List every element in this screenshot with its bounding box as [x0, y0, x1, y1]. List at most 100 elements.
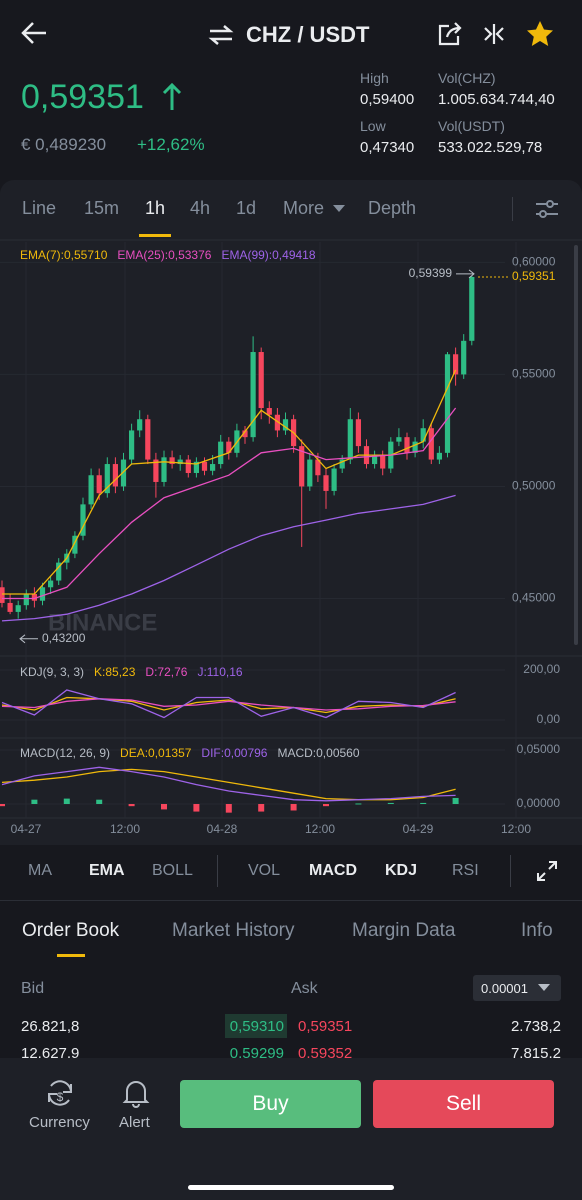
macd-bar — [0, 804, 5, 807]
ema-line — [2, 407, 457, 600]
candle-body — [145, 419, 151, 460]
interval-tab[interactable]: 15m — [84, 198, 120, 218]
candle-body — [436, 452, 442, 460]
candle-body — [104, 464, 110, 494]
settings-icon[interactable] — [534, 198, 560, 220]
candle-body — [266, 408, 272, 415]
candle-body — [72, 535, 78, 554]
candle-body — [201, 461, 208, 471]
chart: BINANCE 04-27 12:00 04-28 12:00 04-29 12:000,… — [0, 239, 582, 836]
precision-select[interactable]: 0.00001 — [473, 975, 561, 1001]
interval-tab[interactable]: Depth — [368, 198, 417, 218]
legend-entry: J:110,16 — [197, 665, 242, 679]
legend-entry: EMA(7):0,55710 — [20, 248, 108, 262]
candle-body — [137, 419, 143, 431]
scrollbar — [574, 245, 578, 645]
macd-line — [1, 766, 456, 802]
interval-tab[interactable]: 1d — [236, 198, 257, 218]
candle-body — [226, 441, 232, 453]
candle-body — [39, 587, 46, 601]
kdj-line — [1, 689, 456, 719]
macd-bar — [193, 804, 200, 812]
home-indicator — [188, 1185, 394, 1190]
candle-body — [96, 475, 102, 494]
indicator-tab[interactable]: KDJ — [385, 862, 418, 879]
candle-body — [331, 468, 337, 491]
candle-body — [282, 419, 289, 431]
legend-entry: D:72,76 — [145, 665, 187, 679]
interval-tab[interactable]: 1h — [145, 198, 166, 218]
ema-line — [1, 494, 456, 622]
alert-icon[interactable] — [122, 1078, 150, 1108]
order-tab[interactable]: Info — [521, 920, 553, 941]
macd-bar — [323, 804, 329, 807]
interval-tab[interactable]: More — [283, 198, 325, 218]
indicator-tab[interactable]: BOLL — [152, 862, 193, 879]
legend-entry: EMA(25):0,53376 — [117, 248, 211, 262]
back-button[interactable] — [20, 20, 48, 46]
y-tick-label: 200,00 — [523, 662, 560, 676]
candle-body — [120, 459, 127, 487]
candle-body — [56, 562, 62, 581]
divider — [217, 855, 218, 887]
bid-header: Bid — [21, 980, 45, 997]
pair-title[interactable]: CHZ / USDT — [246, 22, 370, 47]
indicator-tab[interactable]: VOL — [248, 862, 281, 879]
stat-label: High — [360, 70, 389, 86]
bid-amount: 26.821,8 — [21, 1018, 80, 1035]
swap-icon[interactable] — [208, 24, 234, 46]
x-tick-label: 04-27 — [11, 822, 42, 836]
candle-body — [23, 593, 29, 606]
indicator-tab[interactable]: RSI — [452, 862, 479, 879]
fullscreen-icon[interactable] — [536, 860, 558, 882]
sell-button[interactable]: Sell — [373, 1080, 554, 1128]
legend-entry: DIF:0,00796 — [201, 746, 267, 760]
candle-body — [177, 459, 183, 465]
stat-label: Low — [360, 118, 386, 134]
candle-body — [453, 354, 459, 375]
indicator-tab[interactable]: MA — [28, 862, 52, 879]
candle-body — [218, 441, 224, 465]
share-icon[interactable] — [437, 21, 463, 47]
kdj-line — [1, 696, 456, 714]
interval-tab[interactable]: 4h — [190, 198, 211, 218]
candle-body — [469, 276, 475, 341]
ema-line — [2, 369, 457, 595]
y-tick-label: 0,00000 — [517, 796, 561, 810]
low-label: 0,43200 — [42, 631, 86, 645]
favorite-star[interactable] — [526, 20, 554, 47]
currency-label[interactable]: Currency — [29, 1114, 90, 1131]
indicator-tab[interactable]: MACD — [309, 862, 357, 879]
order-tab[interactable]: Margin Data — [352, 920, 456, 941]
macd-bar — [452, 797, 459, 805]
order-tab[interactable]: Order Book — [22, 920, 120, 941]
ask-header: Ask — [291, 980, 318, 997]
indicator-tab[interactable]: EMA — [89, 862, 125, 879]
candle-body — [428, 428, 434, 460]
order-tab[interactable]: Market History — [172, 920, 295, 941]
alert-label[interactable]: Alert — [119, 1114, 150, 1131]
x-tick-label: 04-28 — [207, 822, 238, 836]
buy-button[interactable]: Buy — [180, 1080, 361, 1128]
low-pointer — [19, 634, 38, 644]
stat-label: Vol(CHZ) — [438, 70, 496, 86]
x-tick-label: 12:00 — [305, 822, 335, 836]
y-tick-label: 0,60000 — [512, 255, 556, 269]
candle-body — [153, 459, 159, 482]
compare-icon[interactable] — [482, 22, 506, 46]
candle-body — [193, 461, 199, 474]
stat-value: 0,59400 — [360, 91, 415, 108]
high-pointer — [456, 269, 475, 279]
change-percent: +12,62% — [137, 135, 205, 154]
divider — [512, 197, 513, 221]
currency-icon[interactable]: $ — [45, 1078, 75, 1108]
interval-tab[interactable]: Line — [22, 198, 57, 218]
stat-value: 1.005.634.744,40 — [438, 91, 555, 108]
precision-value: 0.00001 — [481, 981, 528, 996]
macd-bar — [128, 804, 135, 807]
bottom-bar: $ Currency Alert Buy Sell — [0, 1058, 582, 1200]
candle-body — [347, 419, 353, 460]
eur-price: € 0,489230 — [21, 135, 107, 154]
candle-body — [307, 459, 313, 487]
ask-price: 0,59351 — [298, 1018, 353, 1035]
